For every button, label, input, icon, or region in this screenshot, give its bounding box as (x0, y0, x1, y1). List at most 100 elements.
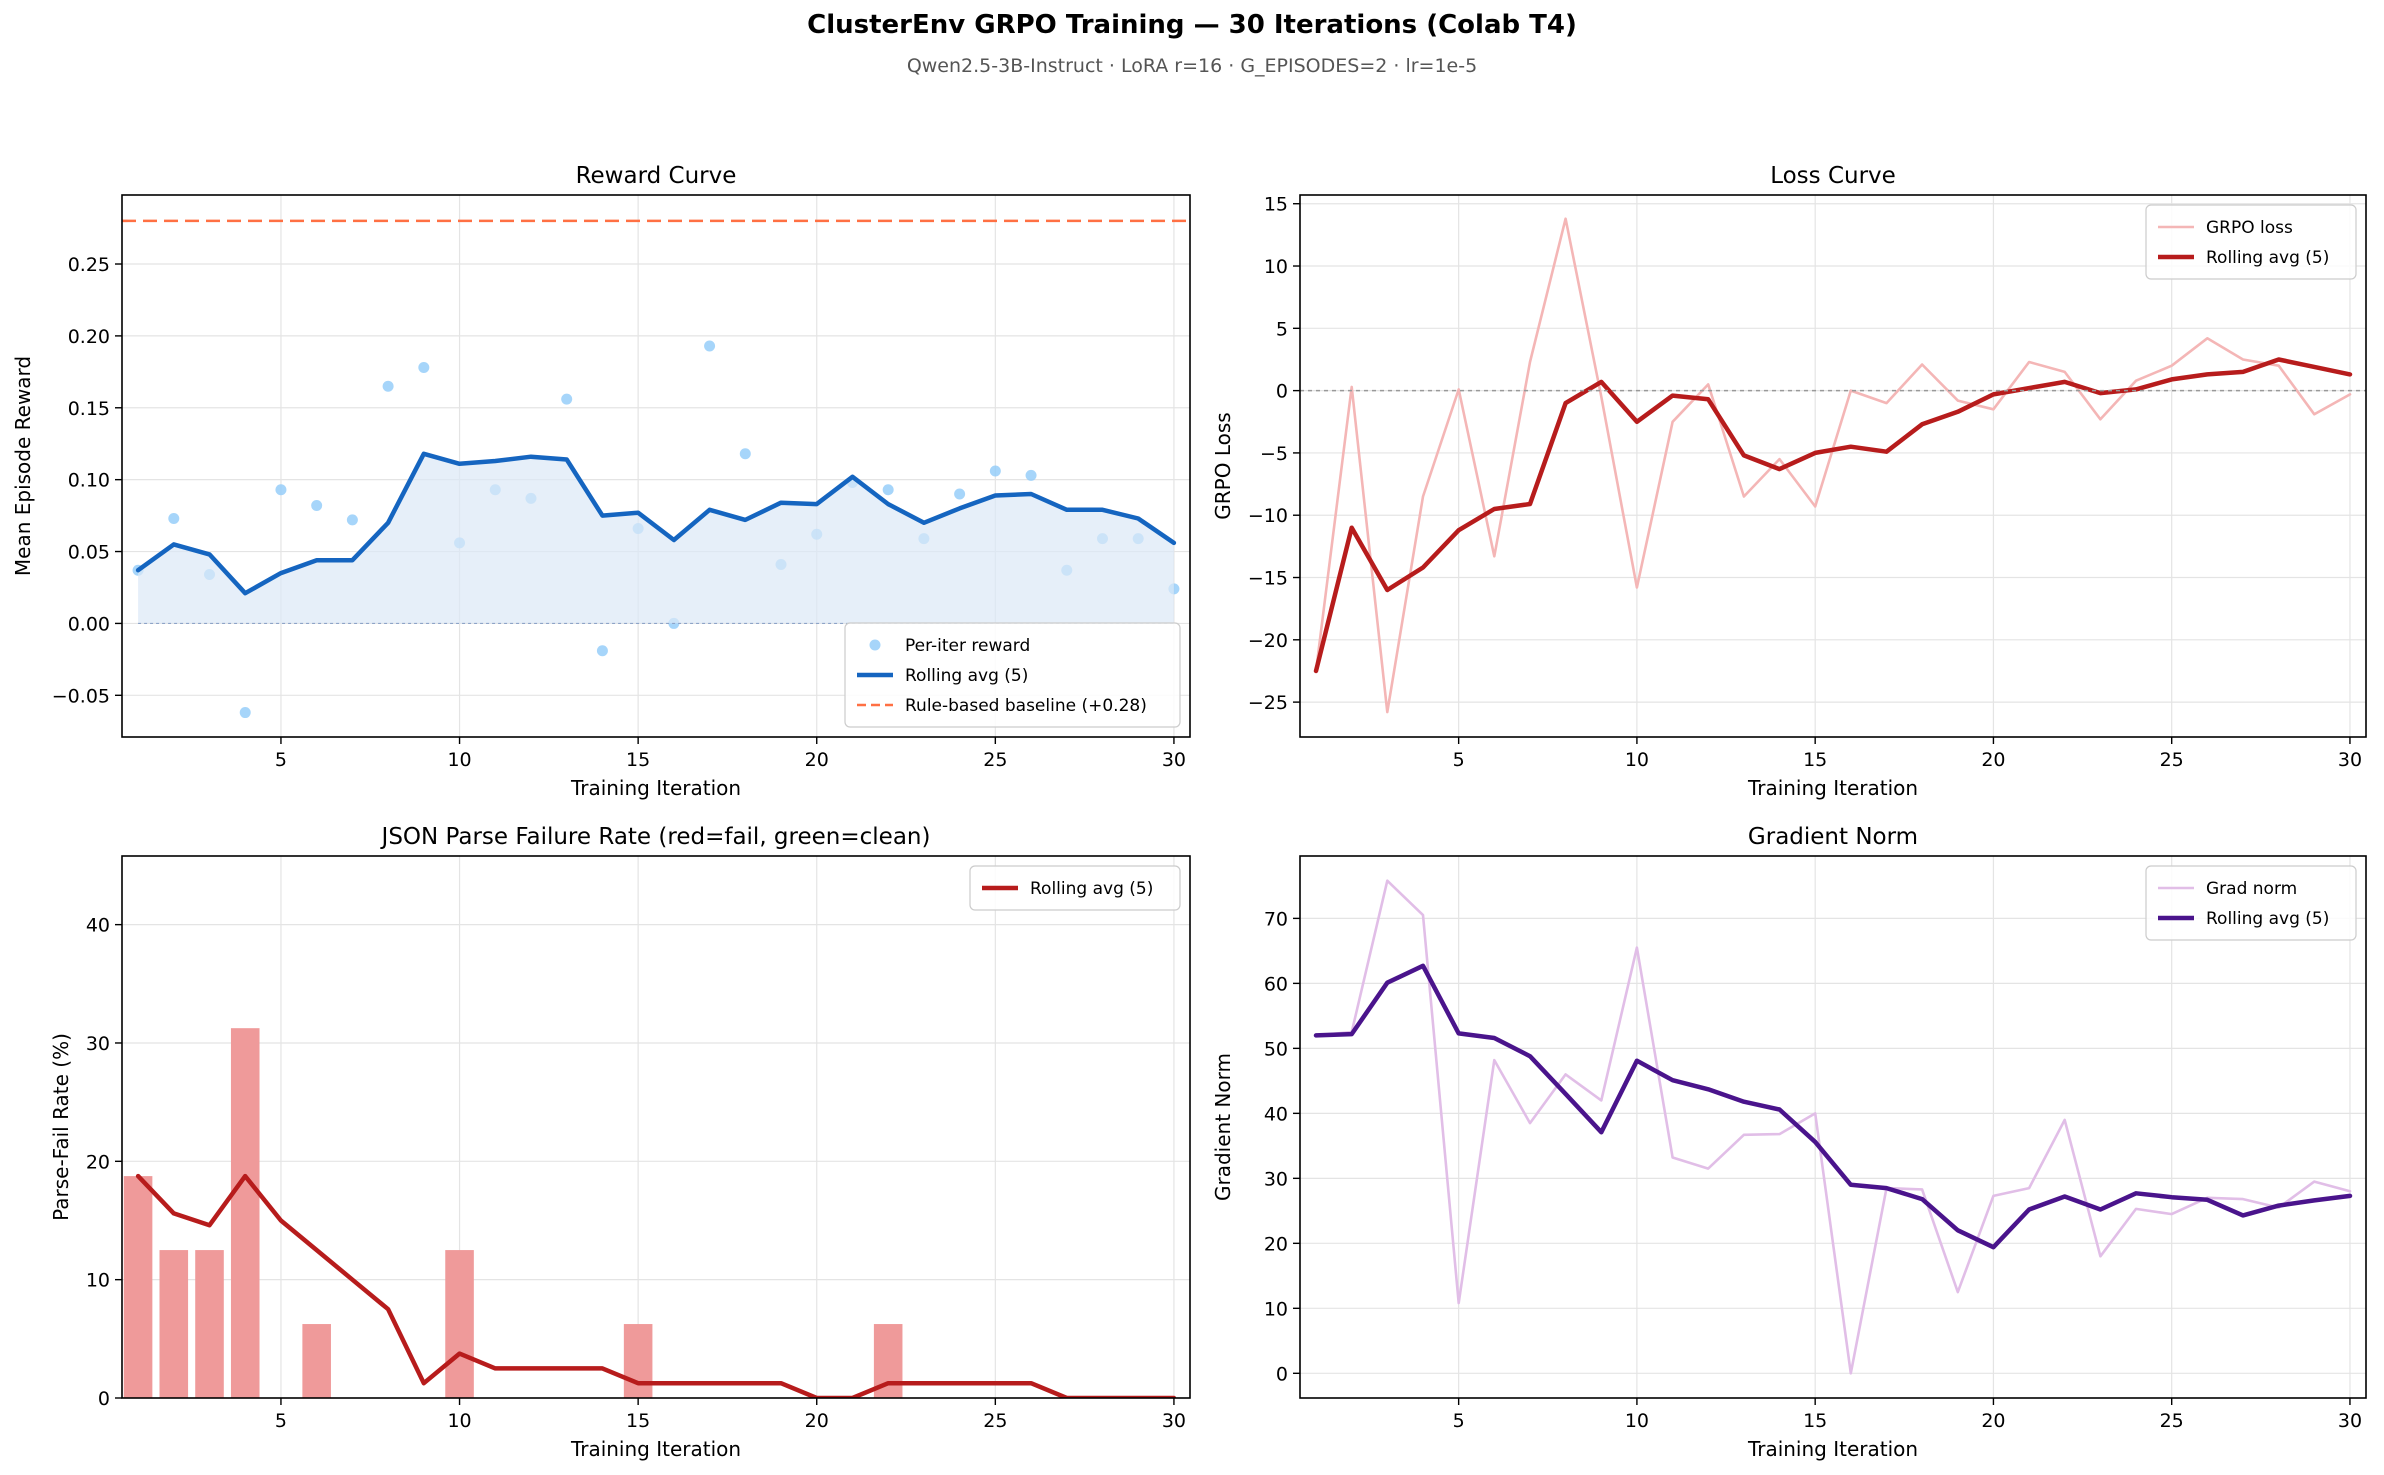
y-tick-label: 0.25 (68, 254, 110, 276)
data-point (739, 448, 751, 460)
x-tick-label: 25 (2160, 749, 2184, 771)
y-tick-label: 0.10 (68, 470, 110, 492)
data-point (596, 645, 608, 657)
x-tick-label: 25 (983, 749, 1007, 771)
y-tick-label: 30 (86, 1033, 110, 1055)
area-fill (138, 453, 1174, 624)
series-line (1314, 879, 2352, 1375)
y-tick-label: 40 (1264, 1103, 1288, 1125)
data-point (989, 465, 1001, 477)
chart-reward: 5 10 15 20 25 30 −0.05 0.00 0.05 0.10 0.15 0.20 0.25… (11, 163, 1191, 800)
data-point (382, 380, 394, 392)
y-tick-label: 60 (1264, 973, 1288, 995)
x-tick-label: 10 (1625, 749, 1649, 771)
x-tick-label: 15 (1803, 749, 1827, 771)
rolling-avg-line (1313, 357, 2353, 674)
x-tick-label: 15 (626, 1410, 650, 1432)
plot-frame (121, 855, 1191, 1399)
y-tick-label: 10 (1264, 256, 1288, 278)
plot-frame (121, 194, 1191, 738)
y-axis-label: Gradient Norm (1211, 1053, 1235, 1201)
rolling-avg-line (135, 1173, 1177, 1398)
legend-label: Grad norm (2206, 879, 2297, 899)
legend: Per-iter reward Rolling avg (5) Rule-based… (844, 622, 1181, 728)
x-tick-label: 20 (1981, 1410, 2005, 1432)
y-tick-label: 30 (1264, 1168, 1288, 1190)
y-tick-label: −5 (1260, 443, 1288, 465)
y-tick-label: 20 (86, 1151, 110, 1173)
x-tick-label: 25 (983, 1410, 1007, 1432)
plot-area (123, 1028, 1177, 1398)
legend-label: GRPO loss (2206, 218, 2293, 238)
data-point (311, 500, 323, 512)
chart-parse: 5 10 15 20 25 30 0 10 20 30 40 JSON Parse Failure R… (49, 824, 1191, 1461)
x-tick-label: 30 (1162, 749, 1186, 771)
legend: Grad norm Rolling avg (5) (2145, 865, 2357, 941)
data-point (954, 488, 966, 500)
plot-area (1300, 217, 2366, 714)
y-tick-label: 0.00 (68, 613, 110, 635)
y-tick-label: 50 (1264, 1038, 1288, 1060)
x-tick-label: 5 (1453, 749, 1465, 771)
y-tick-label: 0 (1276, 381, 1288, 403)
x-tick-label: 30 (1162, 1410, 1186, 1432)
bar (230, 1028, 260, 1398)
chart-loss: 5 10 15 20 25 30 −25 −20 −15 −10 −5 0 5 10 15 Loss Curv… (1211, 163, 2367, 800)
y-tick-label: 70 (1264, 908, 1288, 930)
legend-label: Per-iter reward (905, 636, 1030, 656)
y-tick-label: 0 (1276, 1363, 1288, 1385)
x-tick-label: 5 (1453, 1410, 1465, 1432)
x-tick-label: 15 (1803, 1410, 1827, 1432)
y-tick-label: −20 (1248, 630, 1288, 652)
rolling-avg-line (135, 451, 1177, 596)
x-tick-label: 30 (2338, 749, 2362, 771)
x-tick-label: 20 (805, 749, 829, 771)
legend-label: Rolling avg (5) (905, 666, 1028, 686)
bar (445, 1250, 474, 1398)
legend-box (969, 865, 1181, 911)
legend-marker (869, 639, 881, 651)
x-tick-label: 25 (2160, 1410, 2184, 1432)
x-tick-label: 5 (275, 1410, 287, 1432)
legend-box (2145, 204, 2357, 280)
legend: GRPO loss Rolling avg (5) (2145, 204, 2357, 280)
x-axis-label: Training Iteration (570, 1437, 741, 1461)
legend-label: Rolling avg (5) (1030, 879, 1153, 899)
data-point (1025, 469, 1037, 481)
y-tick-label: 15 (1264, 194, 1288, 216)
data-point (275, 484, 287, 496)
rolling-avg-line (1313, 963, 2353, 1250)
chart-title: JSON Parse Failure Rate (red=fail, green… (380, 824, 931, 850)
data-point (239, 707, 251, 719)
x-tick-label: 10 (447, 749, 471, 771)
legend-box (844, 622, 1181, 728)
data-point (704, 340, 716, 352)
y-tick-label: 10 (86, 1270, 110, 1292)
y-axis-label: GRPO Loss (1211, 412, 1235, 519)
x-axis-label: Training Iteration (570, 776, 741, 800)
x-tick-label: 15 (626, 749, 650, 771)
data-point (882, 484, 894, 496)
plot-frame (1299, 194, 2367, 738)
bar (623, 1324, 653, 1398)
data-point (561, 393, 573, 405)
y-tick-label: −0.05 (52, 685, 110, 707)
y-tick-label: −15 (1248, 568, 1288, 590)
chart-title: Loss Curve (1770, 163, 1896, 189)
x-tick-label: 30 (2338, 1410, 2362, 1432)
data-point (418, 362, 430, 374)
bar (123, 1176, 153, 1398)
y-tick-label: −10 (1248, 505, 1288, 527)
chart-title: Gradient Norm (1748, 824, 1918, 850)
chart-grad: 5 10 15 20 25 30 0 10 20 30 40 50 60 70 Gradient Norm T… (1211, 824, 2367, 1461)
y-axis-label: Parse-Fail Rate (%) (49, 1033, 73, 1221)
x-axis-label: Training Iteration (1747, 776, 1918, 800)
bar (195, 1250, 224, 1398)
y-axis-label: Mean Episode Reward (11, 356, 35, 576)
bar (302, 1324, 331, 1398)
plot-area (1313, 879, 2353, 1375)
x-tick-label: 20 (805, 1410, 829, 1432)
y-tick-label: 0.20 (68, 326, 110, 348)
x-axis-label: Training Iteration (1747, 1437, 1918, 1461)
x-tick-label: 10 (447, 1410, 471, 1432)
